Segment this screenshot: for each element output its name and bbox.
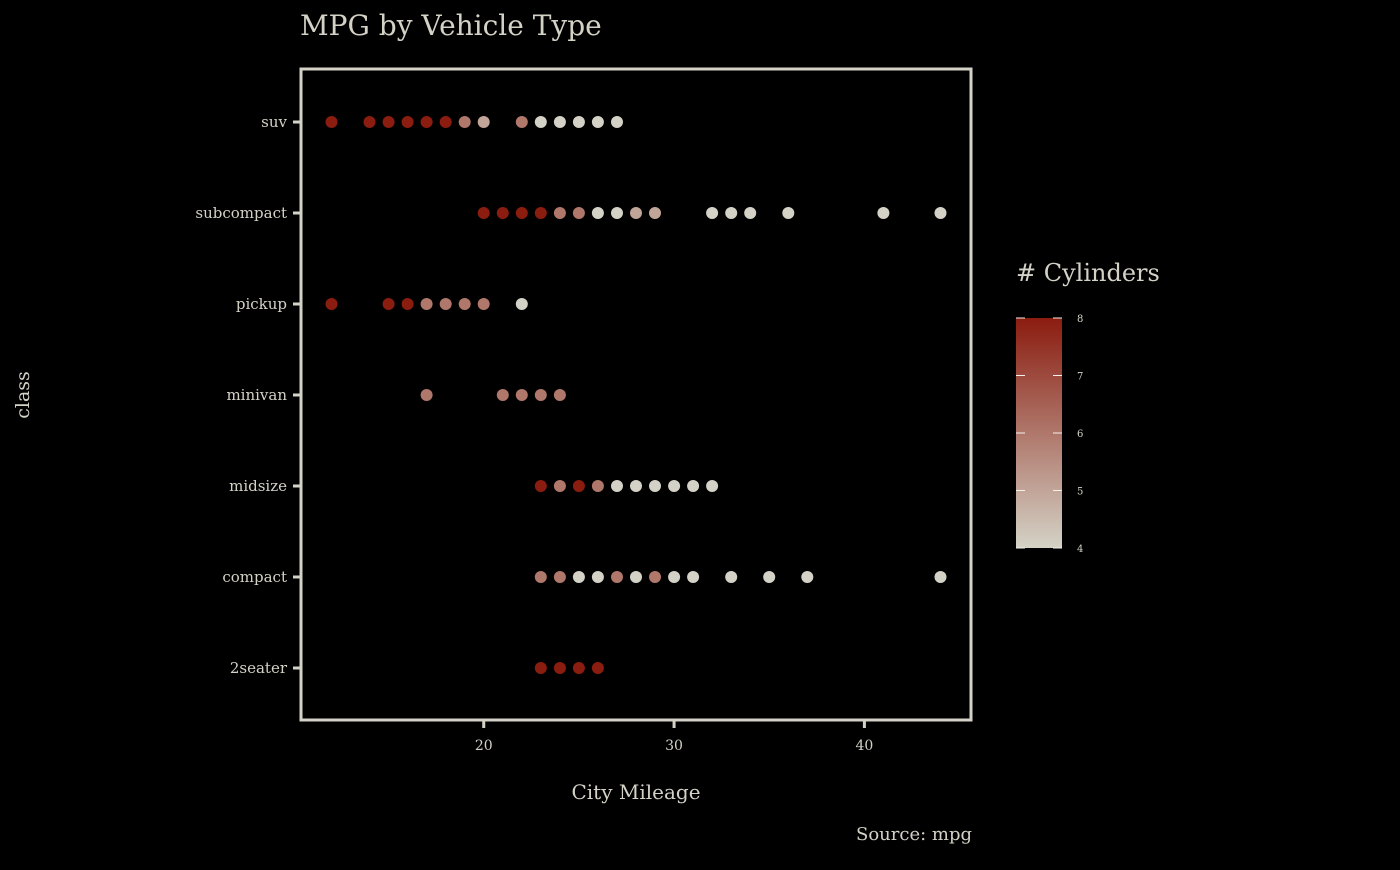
data-point-subcompact [572,207,585,219]
data-point-midsize [611,480,623,492]
data-point-suv [591,116,604,128]
data-point-compact [553,571,566,583]
data-point-midsize [687,480,700,492]
data-point-pickup [382,298,395,310]
chart-title: MPG by Vehicle Type [300,9,602,42]
y-tick-label: compact [222,568,287,586]
data-point-minivan [420,389,433,401]
y-tick-label: minivan [226,386,287,404]
data-point-compact [649,571,661,583]
x-tick-label: 40 [855,738,873,754]
data-point-subcompact [877,207,890,219]
data-point-2seater [534,662,547,674]
data-point-2seater [572,662,585,674]
data-point-suv [458,116,471,128]
data-point-suv [477,116,490,128]
data-point-compact [687,571,700,583]
data-point-midsize [630,480,642,492]
data-point-midsize [649,480,661,492]
legend-tick-label: 4 [1077,544,1083,555]
data-point-midsize [534,480,547,492]
data-point-suv [363,116,376,128]
data-point-subcompact [630,207,642,219]
y-axis: 2seater compact midsize minivan pickup subcom… [195,113,300,677]
data-point-pickup [515,298,528,310]
data-point-pickup [325,298,338,310]
data-point-2seater [553,662,566,674]
data-point-compact [801,571,814,583]
x-tick-label: 20 [475,738,493,754]
x-axis-label: City Mileage [571,780,700,804]
data-point-pickup [401,298,414,310]
panel-border [299,67,973,722]
data-point-minivan [515,389,528,401]
x-tick-label: 30 [665,738,683,754]
data-point-subcompact [553,207,566,219]
caption: Source: mpg [856,824,972,845]
data-point-compact [534,571,547,583]
data-point-subcompact [611,207,623,219]
data-point-subcompact [744,207,757,219]
data-point-midsize [706,480,719,492]
data-point-suv [572,116,585,128]
data-point-suv [611,116,623,128]
color-legend: # Cylinders 4 5 6 7 8 [1016,259,1160,555]
data-point-pickup [458,298,471,310]
data-point-subcompact [591,207,604,219]
data-point-subcompact [725,207,738,219]
data-point-compact [572,571,585,583]
data-point-compact [763,571,776,583]
data-point-minivan [553,389,566,401]
legend-title: # Cylinders [1016,259,1160,287]
data-point-subcompact [496,207,509,219]
y-tick-label: subcompact [195,204,287,222]
data-point-suv [382,116,395,128]
data-point-pickup [420,298,433,310]
data-point-subcompact [782,207,795,219]
y-tick-label: midsize [229,477,287,495]
legend-tick-label: 5 [1077,487,1083,498]
y-tick-label: 2seater [230,659,288,677]
data-point-subcompact [477,207,490,219]
legend-tick-label: 6 [1077,429,1083,440]
data-point-subcompact [934,207,947,219]
data-point-compact [630,571,642,583]
data-point-subcompact [515,207,528,219]
data-point-midsize [668,480,681,492]
data-point-suv [534,116,547,128]
y-tick-label: suv [261,113,287,131]
data-point-subcompact [649,207,661,219]
data-point-compact [591,571,604,583]
data-point-pickup [439,298,452,310]
data-point-subcompact [706,207,719,219]
data-point-compact [668,571,681,583]
data-point-minivan [496,389,509,401]
x-axis: 20 30 40 [475,721,873,754]
data-point-compact [611,571,623,583]
legend-tick-label: 7 [1077,372,1083,383]
data-point-compact [725,571,738,583]
legend-tick-label: 8 [1077,314,1083,325]
data-point-suv [553,116,566,128]
data-point-subcompact [534,207,547,219]
data-point-midsize [553,480,566,492]
data-point-2seater [591,662,604,674]
data-point-compact [934,571,947,583]
data-point-suv [325,116,338,128]
data-point-midsize [591,480,604,492]
data-point-pickup [477,298,490,310]
data-point-suv [439,116,452,128]
data-point-suv [420,116,433,128]
data-point-suv [515,116,528,128]
legend-ticks: 4 5 6 7 8 [1016,314,1083,555]
points-layer [325,116,947,674]
y-axis-label: class [12,371,34,419]
data-point-midsize [572,480,585,492]
data-point-suv [401,116,414,128]
y-tick-label: pickup [236,295,287,313]
data-point-minivan [534,389,547,401]
